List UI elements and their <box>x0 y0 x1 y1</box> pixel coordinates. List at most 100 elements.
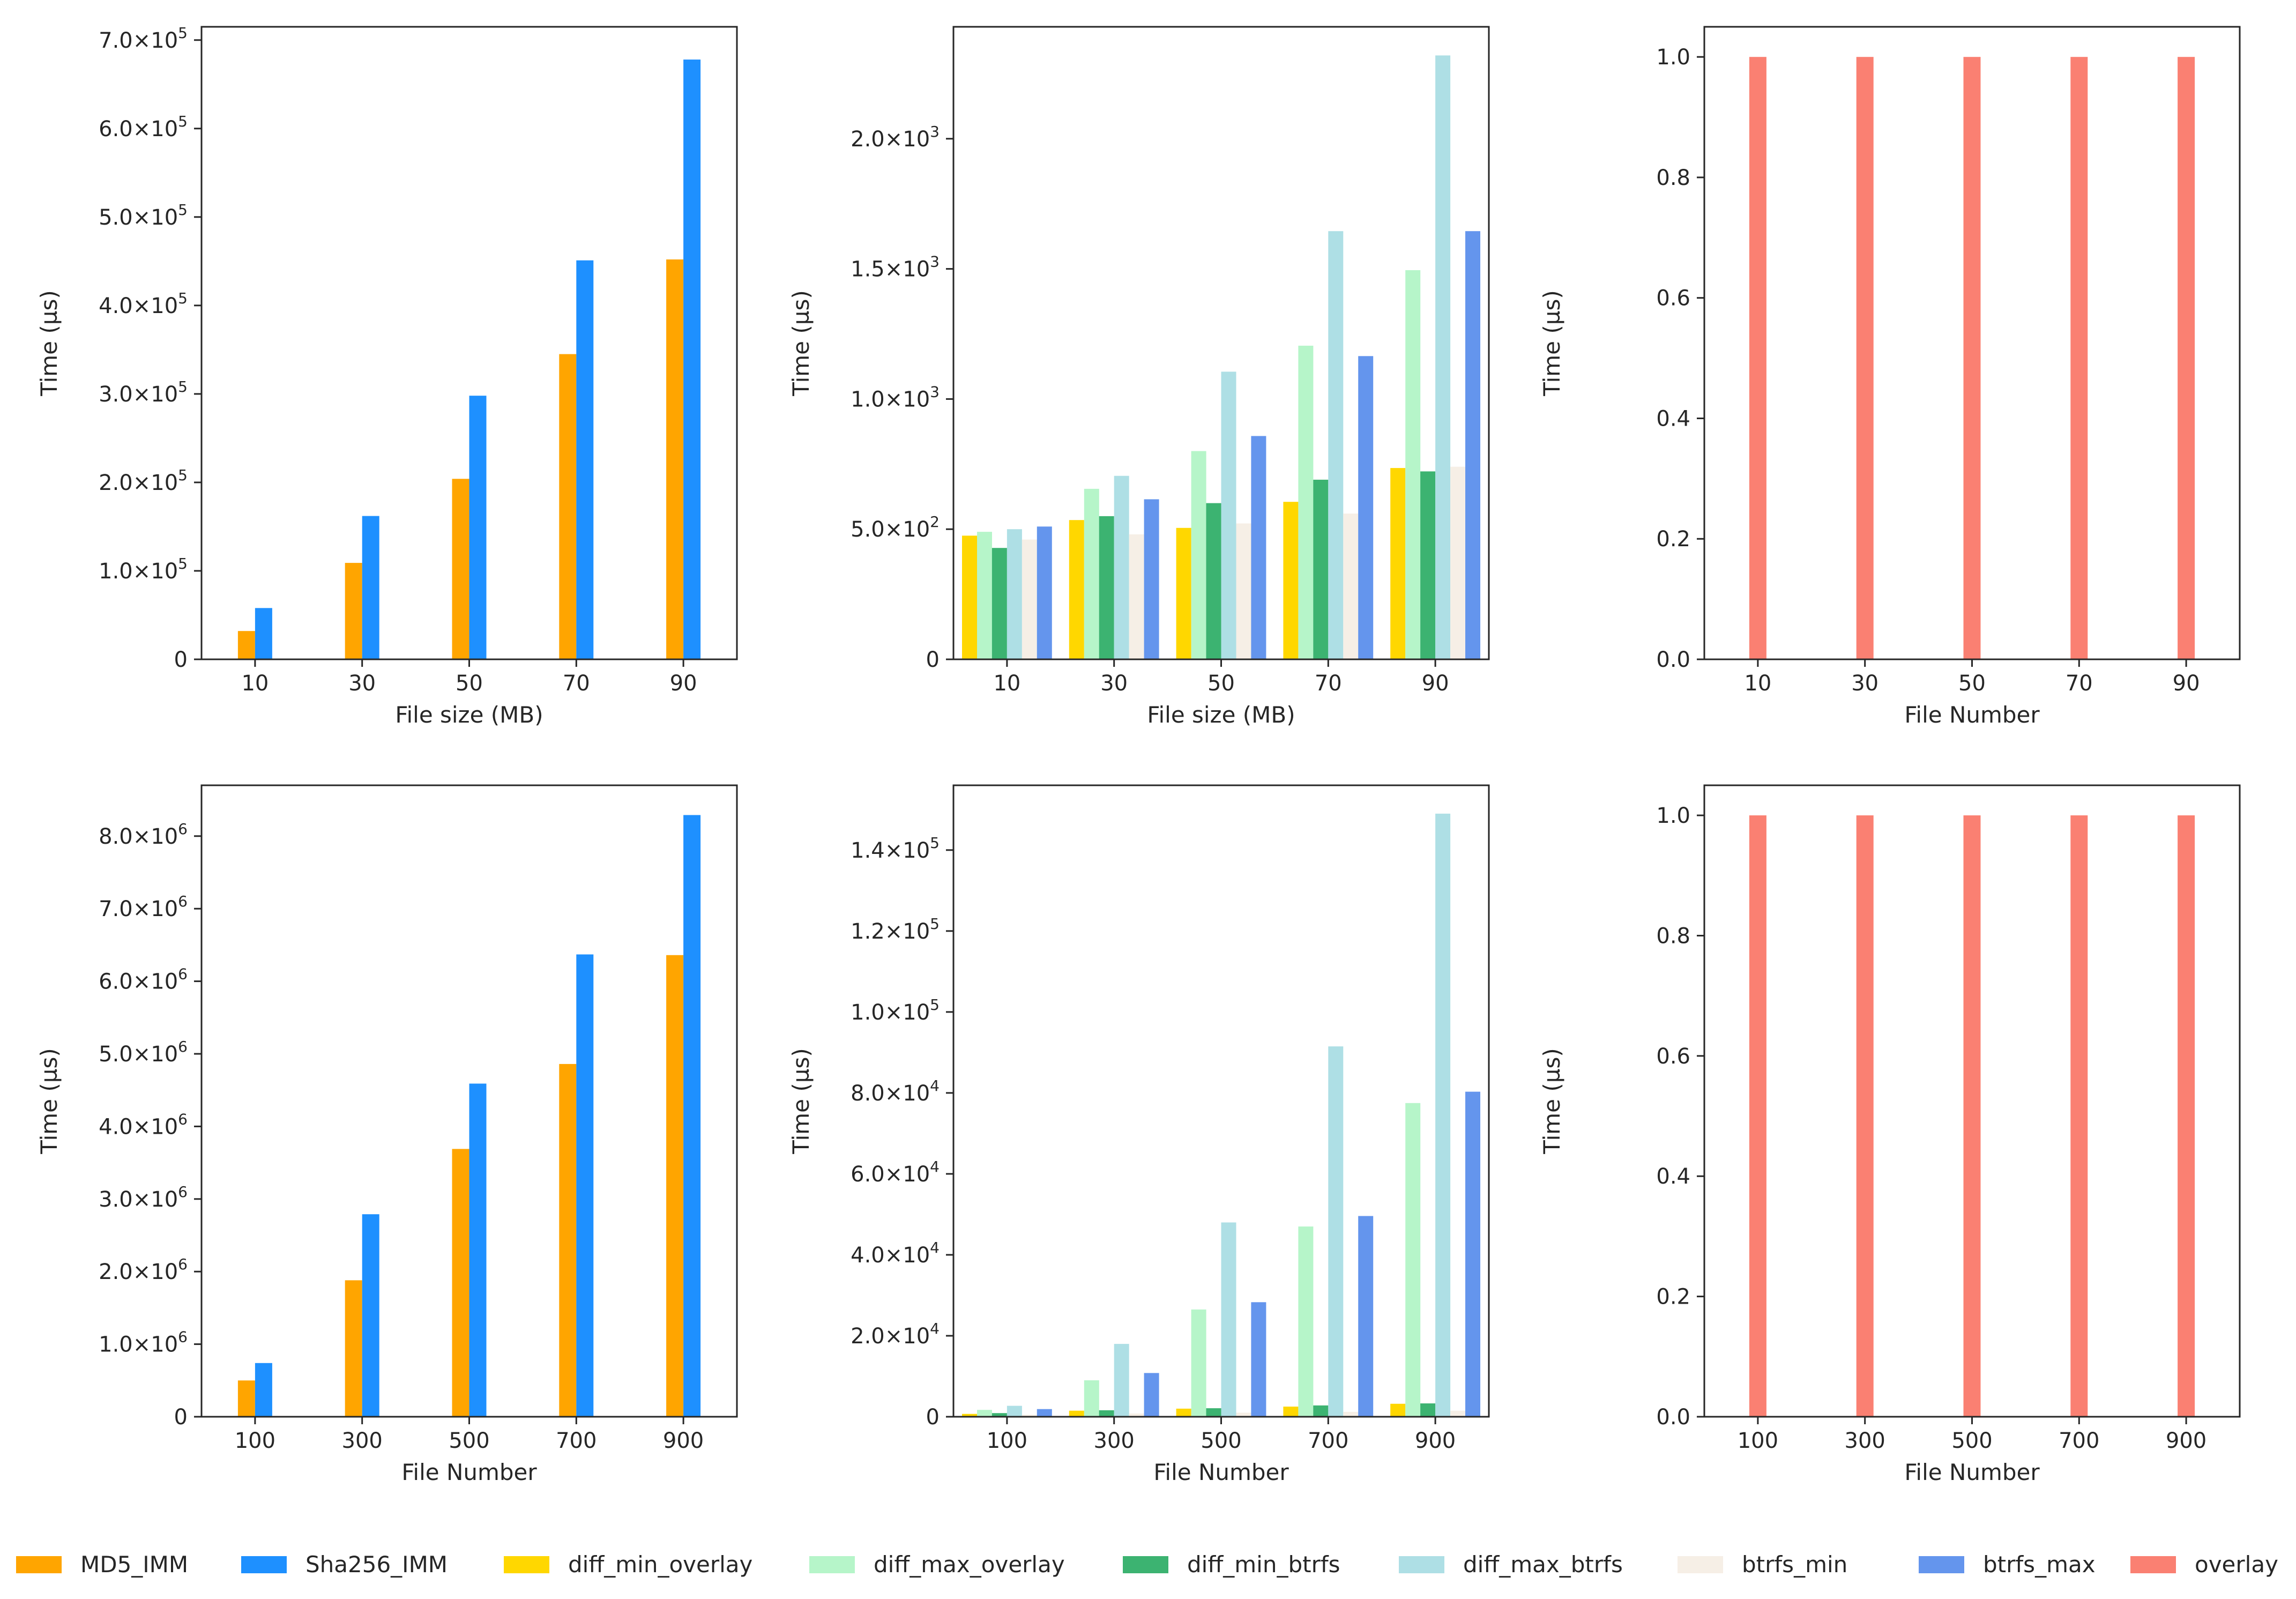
bar-MD5_IMM-50 <box>452 479 469 659</box>
y-tick-label: 0 <box>926 648 940 672</box>
bar-diff_max_overlay-700 <box>1298 1226 1314 1417</box>
bar-Sha256_IMM-90 <box>683 60 701 660</box>
bar-diff_min_btrfs-50 <box>1206 503 1221 659</box>
bar-diff_min_btrfs-90 <box>1420 471 1436 659</box>
bar-btrfs_min-30 <box>1129 534 1144 659</box>
x-tick-label: 30 <box>348 671 376 696</box>
bar-overlay-300 <box>1856 815 1874 1417</box>
x-tick-label: 50 <box>456 671 483 696</box>
bar-MD5_IMM-90 <box>666 259 684 659</box>
bar-diff_min_btrfs-700 <box>1313 1405 1329 1417</box>
x-tick-label: 900 <box>663 1429 704 1453</box>
x-tick-label: 10 <box>241 671 269 696</box>
y-tick-label: 2.0×105 <box>99 466 188 495</box>
bar-diff_min_btrfs-500 <box>1206 1408 1221 1417</box>
y-tick-label: 0.6 <box>1656 1044 1690 1069</box>
bar-overlay-700 <box>2070 815 2088 1417</box>
x-tick-label: 10 <box>1744 671 1771 696</box>
y-tick-label: 1.0×103 <box>851 383 940 412</box>
y-tick-label: 1.4×105 <box>851 834 940 863</box>
x-tick-label: 700 <box>2059 1429 2099 1453</box>
y-axis-label: Time (µs) <box>1539 1048 1565 1155</box>
y-tick-label: 5.0×102 <box>851 513 940 542</box>
bar-diff_max_btrfs-70 <box>1328 231 1344 659</box>
y-tick-label: 1.5×103 <box>851 253 940 282</box>
legend-item-diff_min_overlay: diff_min_overlay <box>504 1551 752 1578</box>
bar-overlay-70 <box>2070 57 2088 660</box>
legend-label: overlay <box>2195 1551 2278 1578</box>
bar-btrfs_min-100 <box>1022 1415 1037 1417</box>
x-tick-label: 10 <box>993 671 1020 696</box>
y-axis-label: Time (µs) <box>788 290 814 397</box>
x-tick-label: 70 <box>2066 671 2093 696</box>
y-tick-label: 1.0×105 <box>851 996 940 1025</box>
y-tick-label: 0.8 <box>1656 166 1690 190</box>
y-tick-label: 6.0×104 <box>851 1158 940 1187</box>
y-tick-label: 0.4 <box>1656 1164 1690 1189</box>
y-tick-label: 3.0×105 <box>99 378 188 407</box>
y-tick-label: 0.0 <box>1656 1405 1690 1430</box>
y-tick-label: 0.6 <box>1656 286 1690 311</box>
bar-diff_max_overlay-300 <box>1084 1380 1099 1417</box>
bar-diff_min_btrfs-300 <box>1099 1410 1114 1417</box>
bar-overlay-50 <box>1963 57 1981 660</box>
legend-item-diff_max_overlay: diff_max_overlay <box>809 1551 1065 1578</box>
y-tick-label: 6.0×106 <box>99 965 188 994</box>
y-tick-label: 1.0×105 <box>99 555 188 584</box>
bar-MD5_IMM-30 <box>345 563 362 659</box>
bar-diff_max_overlay-30 <box>1084 488 1099 659</box>
bar-Sha256_IMM-300 <box>362 1214 379 1417</box>
y-tick-label: 5.0×106 <box>99 1038 188 1067</box>
bar-diff_min_btrfs-100 <box>992 1413 1007 1417</box>
bar-btrfs_max-10 <box>1037 526 1052 659</box>
y-tick-label: 4.0×104 <box>851 1239 940 1268</box>
bar-diff_min_btrfs-900 <box>1420 1403 1436 1417</box>
bar-Sha256_IMM-30 <box>362 516 379 659</box>
y-tick-label: 0 <box>174 648 188 672</box>
chart-hash-by-number: 100 300 500 700 900 0 1.0×106 2.0×106 3.0×106 4.0… <box>36 784 738 1485</box>
bar-diff_min_overlay-10 <box>962 536 977 659</box>
bar-MD5_IMM-500 <box>452 1149 469 1417</box>
bar-diff_max_overlay-50 <box>1191 451 1206 659</box>
y-tick-label: 5.0×105 <box>99 201 188 230</box>
bar-diff_min_btrfs-70 <box>1313 479 1329 659</box>
bar-btrfs_min-500 <box>1236 1412 1251 1417</box>
legend: MD5_IMM Sha256_IMM diff_min_overlay diff_ma… <box>16 1551 2278 1578</box>
x-tick-label: 900 <box>2166 1429 2206 1453</box>
bar-btrfs_max-300 <box>1144 1373 1159 1417</box>
legend-item-MD5_IMM: MD5_IMM <box>16 1551 188 1578</box>
y-tick-label: 1.2×105 <box>851 915 940 944</box>
chart-overlay-by-number: 100 300 500 700 900 0.0 0.2 0.4 0.6 0.8 1.0 File Nu… <box>1539 784 2241 1485</box>
y-tick-label: 6.0×105 <box>99 113 188 142</box>
y-tick-label: 0.4 <box>1656 406 1690 431</box>
x-tick-label: 70 <box>563 671 590 696</box>
legend-swatch <box>1123 1556 1168 1573</box>
legend-label: Sha256_IMM <box>305 1551 448 1578</box>
bar-diff_min_overlay-70 <box>1283 502 1299 659</box>
bar-diff_max_overlay-10 <box>977 532 992 659</box>
bar-btrfs_min-50 <box>1236 523 1251 659</box>
bar-MD5_IMM-70 <box>559 354 577 659</box>
x-tick-label: 100 <box>987 1429 1027 1453</box>
x-axis-label: File Number <box>1904 1459 2040 1485</box>
legend-label: diff_min_btrfs <box>1187 1551 1340 1578</box>
x-tick-label: 500 <box>449 1429 489 1453</box>
bar-Sha256_IMM-900 <box>683 815 701 1417</box>
charts-layer: 10 30 50 70 9001.0×1052.0×1053.0×1054.0×1055… <box>36 24 2241 1485</box>
legend-item-btrfs_max: btrfs_max <box>1919 1551 2096 1578</box>
x-tick-label: 30 <box>1100 671 1128 696</box>
legend-swatch <box>16 1556 62 1573</box>
legend-item-diff_max_btrfs: diff_max_btrfs <box>1399 1551 1623 1578</box>
x-axis-label: File Number <box>1904 702 2040 728</box>
y-axis-label: Time (µs) <box>1539 290 1565 397</box>
bar-Sha256_IMM-10 <box>255 608 272 659</box>
y-tick-label: 7.0×105 <box>99 24 188 53</box>
y-tick-label: 0.8 <box>1656 924 1690 948</box>
chart-overlay-by-size: 10 30 50 70 90 0.0 0.2 0.4 0.6 0.8 1.0 File Number T… <box>1539 26 2241 728</box>
x-tick-label: 70 <box>1315 671 1342 696</box>
y-axis-label: Time (µs) <box>36 290 62 397</box>
y-tick-label: 0 <box>926 1405 940 1430</box>
bar-diff_max_btrfs-300 <box>1114 1344 1129 1417</box>
bar-diff_min_btrfs-30 <box>1099 516 1114 659</box>
